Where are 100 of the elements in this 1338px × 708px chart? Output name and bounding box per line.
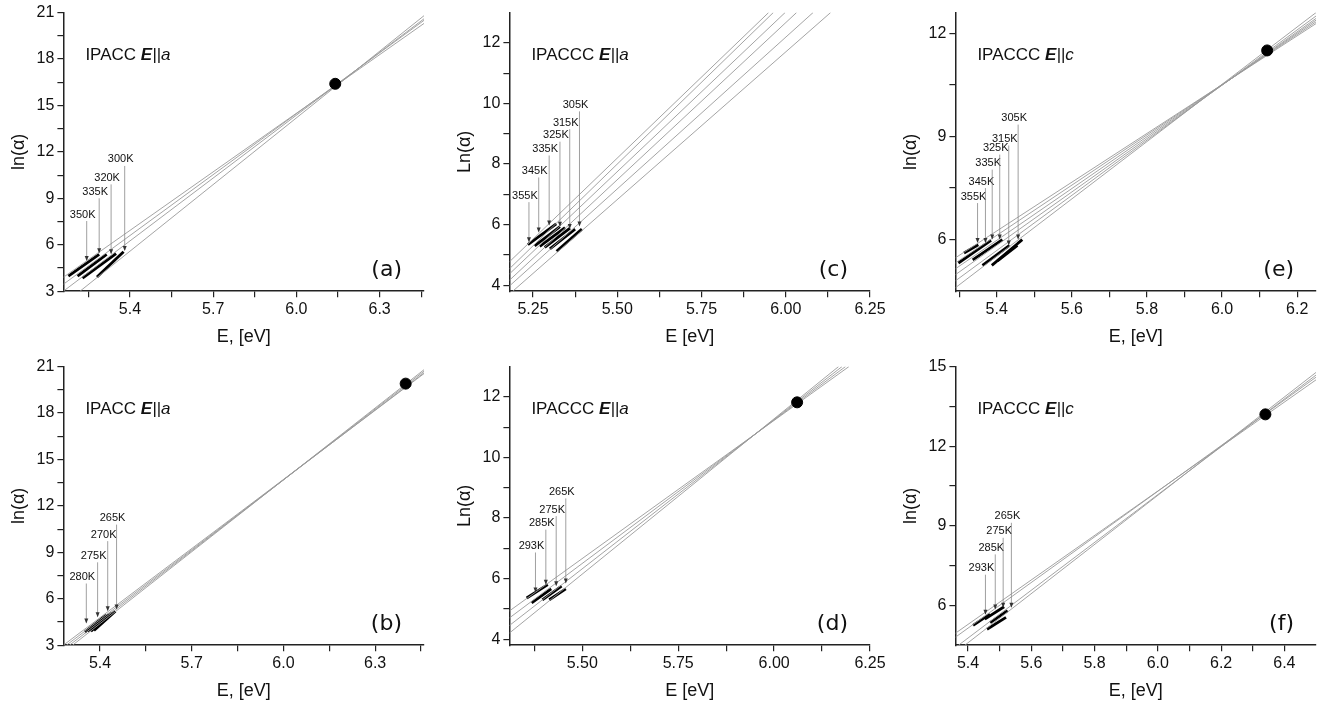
annotation: 275K: [986, 524, 1013, 537]
y-tick-label: 12: [928, 23, 947, 41]
x-tick-label: 6.25: [854, 300, 886, 318]
x-axis-title: E, [eV]: [216, 680, 271, 701]
annotation: 265K: [994, 509, 1021, 522]
x-tick-label: 5.6: [1060, 300, 1084, 318]
y-tick-label: 6: [45, 235, 55, 253]
annotation: 335K: [532, 142, 559, 155]
x-axis-title: E, [eV]: [216, 326, 271, 347]
y-axis-title: ln(α): [899, 487, 920, 525]
y-axis-title: ln(α): [7, 487, 28, 525]
annotation: 315K: [991, 131, 1019, 144]
y-tick-label: 21: [36, 357, 55, 375]
x-axis-title: E [eV]: [665, 680, 715, 701]
annotation: 265K: [99, 511, 127, 524]
y-tick-label: 8: [491, 154, 501, 172]
y-tick-label: 12: [928, 436, 947, 454]
annotation: 275K: [80, 548, 108, 561]
y-tick-label: 4: [491, 629, 501, 647]
x-tick-label: 5.50: [601, 300, 633, 318]
y-tick-label: 18: [36, 403, 55, 421]
y-tick-label: 6: [937, 595, 947, 613]
y-tick-label: 8: [491, 508, 501, 526]
y-tick-label: 6: [937, 230, 947, 248]
x-tick-label: 6.4: [1273, 654, 1296, 672]
text: IPACCC E||c: [977, 398, 1075, 418]
annotation: 315K: [552, 115, 580, 128]
annotation: 350K: [69, 207, 97, 220]
text: IPACC E||a: [85, 398, 171, 418]
x-tick-label: 6.0: [285, 300, 308, 318]
x-tick-label: 5.4: [118, 300, 142, 318]
y-axis-title: ln(α): [7, 133, 28, 171]
annotation: 285K: [978, 540, 1005, 553]
y-tick-label: 6: [491, 214, 501, 232]
x-tick-label: 5.50: [566, 654, 598, 672]
annotation: 335K: [975, 156, 1002, 169]
annotation: 345K: [968, 174, 995, 187]
y-tick-label: 9: [937, 126, 947, 144]
annotation: (c): [818, 255, 848, 281]
annotation: (f): [1269, 609, 1294, 635]
y-tick-label: 12: [482, 33, 501, 51]
y-axis-title: Ln(α): [453, 130, 474, 174]
x-tick-label: 6.0: [1210, 300, 1234, 318]
y-tick-label: 18: [36, 49, 55, 67]
annotation: 355K: [512, 188, 539, 201]
x-tick-label: 6.0: [272, 654, 295, 672]
annotation: 305K: [562, 97, 589, 110]
x-tick-label: 5.7: [180, 654, 203, 672]
y-axis-title: Ln(α): [453, 484, 474, 528]
annotation: (e): [1263, 255, 1294, 281]
x-tick-label: 6.00: [758, 654, 790, 672]
x-tick-label: 5.4: [985, 300, 1008, 318]
annotation: (d): [816, 609, 848, 635]
x-axis-title: E, [eV]: [1108, 680, 1163, 701]
y-tick-label: 15: [36, 95, 55, 113]
y-tick-label: 3: [45, 281, 55, 299]
x-tick-label: 6.3: [368, 300, 391, 318]
annotation: 325K: [543, 128, 570, 141]
annotation: 345K: [521, 163, 549, 176]
x-tick-label: 5.8: [1135, 300, 1159, 318]
y-tick-label: 9: [937, 516, 947, 534]
x-tick-label: 5.4: [956, 654, 980, 672]
annotation: 280K: [69, 570, 96, 583]
annotation: 275K: [539, 502, 566, 515]
text: IPACCC E||c: [977, 44, 1075, 64]
annotation: 335K: [82, 184, 109, 197]
annotation: (b): [370, 609, 402, 635]
text: IPACC E||a: [85, 44, 171, 64]
y-tick-label: 15: [36, 449, 55, 467]
y-tick-label: 4: [491, 275, 501, 293]
annotation: 265K: [548, 484, 576, 497]
text: IPACCC E||a: [531, 398, 629, 418]
text: IPACCC E||a: [531, 44, 629, 64]
annotation: 293K: [518, 539, 545, 552]
x-tick-label: 5.6: [1020, 654, 1043, 672]
x-tick-label: 5.75: [662, 654, 694, 672]
x-tick-label: 6.0: [1146, 654, 1170, 672]
annotation: 355K: [960, 189, 988, 202]
x-tick-label: 5.75: [685, 300, 718, 318]
x-tick-label: 6.3: [363, 654, 387, 672]
annotation: (a): [371, 255, 402, 281]
x-tick-label: 5.25: [517, 300, 549, 318]
x-tick-label: 5.7: [202, 300, 225, 318]
x-tick-label: 5.8: [1083, 654, 1106, 672]
y-tick-label: 12: [482, 387, 501, 405]
x-tick-label: 6.25: [854, 654, 886, 672]
y-tick-label: 6: [45, 589, 55, 607]
annotation: 285K: [528, 516, 556, 529]
x-tick-label: 5.4: [88, 654, 112, 672]
y-tick-label: 21: [36, 3, 55, 21]
annotation: 305K: [1001, 111, 1028, 124]
y-tick-label: 10: [482, 447, 501, 465]
y-tick-label: 6: [491, 568, 501, 586]
x-axis-title: E [eV]: [665, 326, 715, 347]
y-tick-label: 15: [928, 357, 947, 375]
x-axis-title: E, [eV]: [1108, 326, 1163, 347]
y-tick-label: 9: [45, 542, 55, 560]
y-tick-label: 12: [36, 142, 55, 160]
annotation: 320K: [94, 170, 121, 183]
x-tick-label: 6.2: [1286, 300, 1309, 318]
